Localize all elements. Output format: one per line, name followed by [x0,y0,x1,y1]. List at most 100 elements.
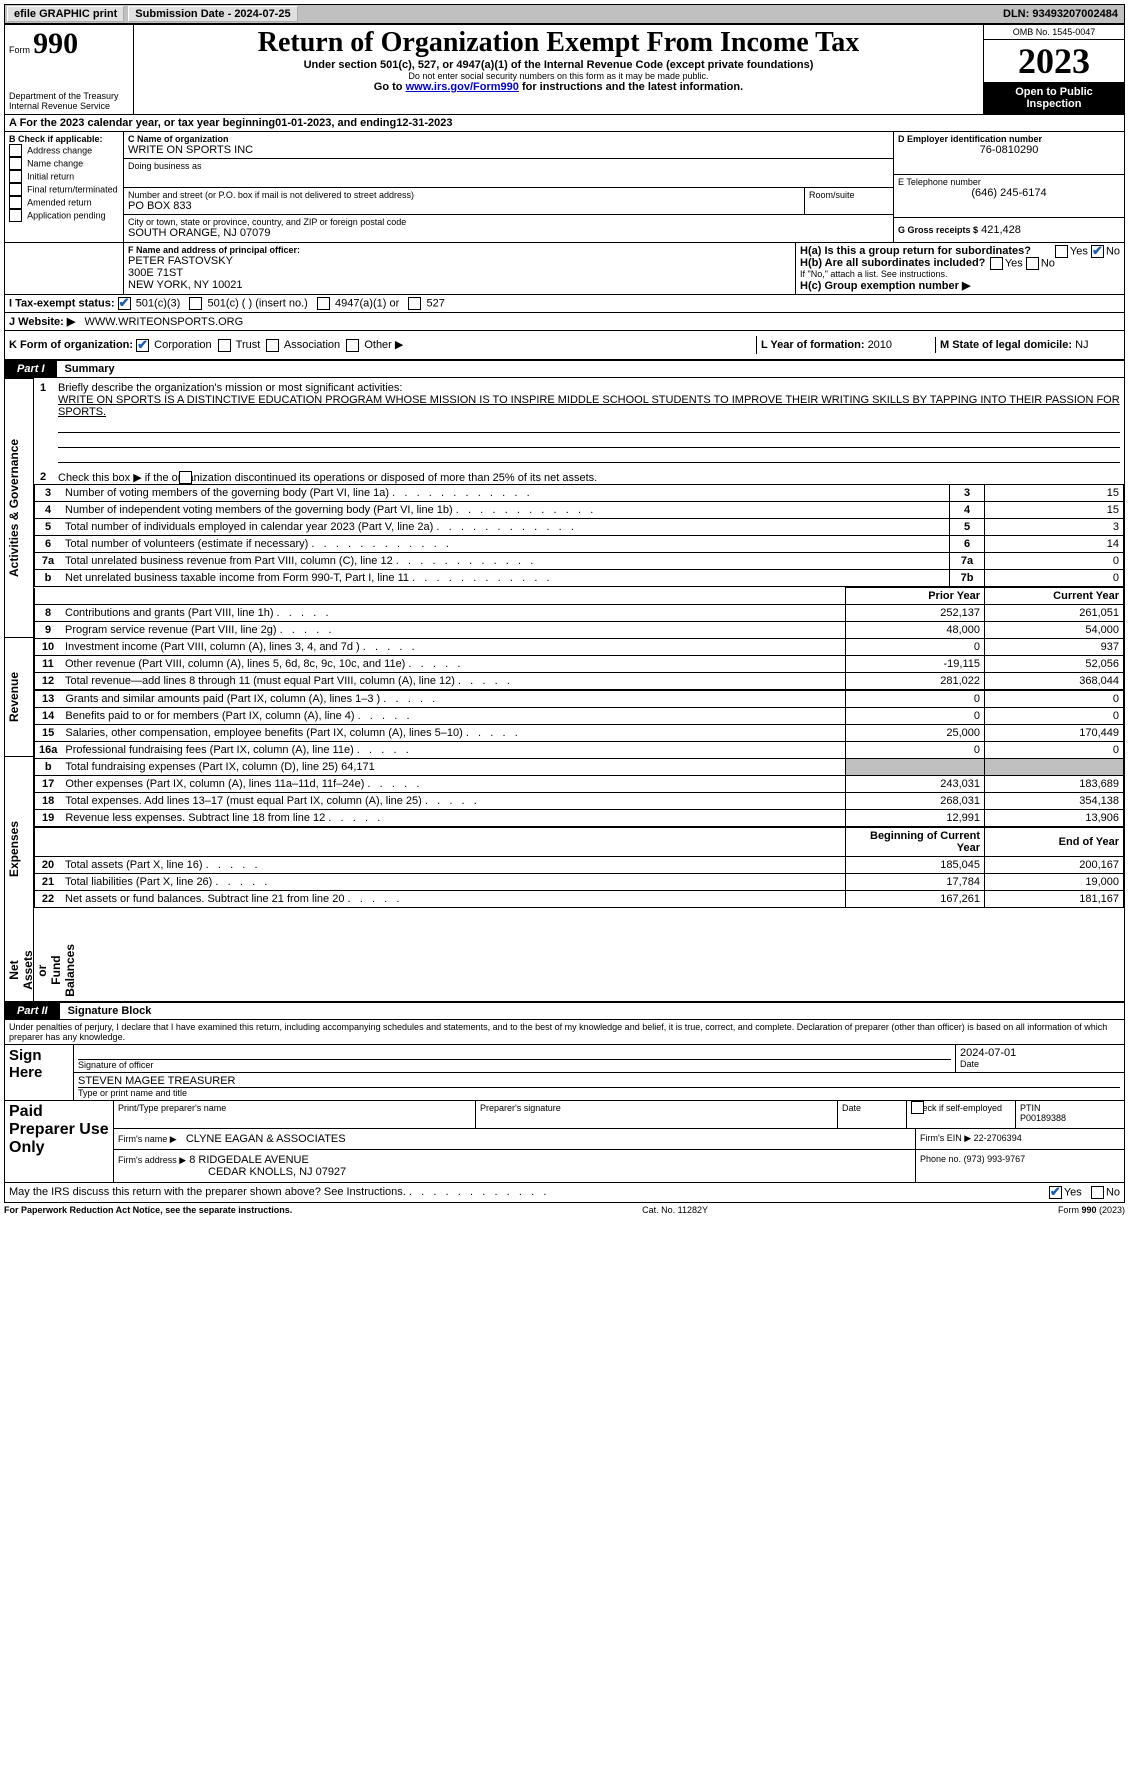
prior-val [846,759,985,776]
prior-val: 281,022 [846,673,985,690]
self-employed-checkbox[interactable] [911,1101,924,1114]
submission-date-button[interactable]: Submission Date - 2024-07-25 [128,6,297,22]
col-current: Current Year [985,588,1124,605]
current-val: 261,051 [985,605,1124,622]
boxb-label: Address change [27,145,92,155]
line-desc: Total number of individuals employed in … [61,519,950,536]
form-number: 990 [33,27,78,60]
officer-printed: STEVEN MAGEE TREASURER [78,1075,1120,1088]
col-begin: Beginning of Current Year [846,828,985,857]
irs-link[interactable]: www.irs.gov/Form990 [406,81,519,93]
box-d-label: D Employer identification number [898,134,1120,144]
boxb-checkbox[interactable] [9,183,22,196]
current-val: 52,056 [985,656,1124,673]
line-desc: Investment income (Part VIII, column (A)… [61,639,846,656]
ha-no-checkbox[interactable] [1091,245,1104,258]
goto-prefix: Go to [374,81,406,93]
current-val [985,759,1124,776]
line2-text: Check this box ▶ if the organization dis… [58,472,597,484]
current-val: 54,000 [985,622,1124,639]
boxb-label: Amended return [27,197,92,207]
boxb-label: Name change [27,158,83,168]
box-j-label: J Website: ▶ [9,316,75,328]
4947-checkbox[interactable] [317,297,330,310]
prep-date-label: Date [838,1101,907,1128]
subtitle: Under section 501(c), 527, or 4947(a)(1)… [138,59,979,71]
line-desc: Benefits paid to or for members (Part IX… [61,708,845,725]
top-toolbar: efile GRAPHIC print Submission Date - 20… [4,4,1125,24]
boxb-checkbox[interactable] [9,170,22,183]
line-desc: Net unrelated business taxable income fr… [61,570,950,587]
discuss-yes-checkbox[interactable] [1049,1186,1062,1199]
sign-date-label: Date [960,1059,1120,1069]
501c-checkbox[interactable] [189,297,202,310]
line-desc: Contributions and grants (Part VIII, lin… [61,605,846,622]
box-g-label: G Gross receipts $ [898,225,978,235]
prior-val: 0 [846,691,985,708]
lineno: 21 [35,874,62,891]
line-desc: Total liabilities (Part X, line 26) [61,874,846,891]
sig-officer-label: Signature of officer [78,1060,951,1070]
page-title: Return of Organization Exempt From Incom… [138,27,979,59]
boxb-checkbox[interactable] [9,209,22,222]
dots [406,1186,547,1199]
hc-label: H(c) Group exemption number ▶ [800,279,1120,292]
current-val: 170,449 [985,725,1124,742]
year-end: 12-31-2023 [396,117,452,129]
ha-yes-checkbox[interactable] [1055,245,1068,258]
hb-no-checkbox[interactable] [1026,257,1039,270]
boxb-checkbox[interactable] [9,196,22,209]
side-net: Net Assets or Fund Balances [5,940,33,1001]
line-boxno: 7b [950,570,985,587]
firm-ein: 22-2706394 [974,1133,1022,1143]
corp-checkbox[interactable] [136,339,149,352]
line-desc: Total unrelated business revenue from Pa… [61,553,950,570]
lineno: 3 [35,485,62,502]
lineno: b [35,759,62,776]
website-value: WWW.WRITEONSPORTS.ORG [85,316,244,328]
discuss-yes-label: Yes [1064,1186,1082,1198]
501c3-checkbox[interactable] [118,297,131,310]
efile-print-button[interactable]: efile GRAPHIC print [7,6,124,22]
part2-header: Part II Signature Block [4,1002,1125,1020]
line-val: 15 [985,485,1124,502]
current-val: 0 [985,742,1124,759]
line2-checkbox[interactable] [179,471,192,484]
prior-val: -19,115 [846,656,985,673]
lineno: 13 [35,691,62,708]
assoc-checkbox[interactable] [266,339,279,352]
527-checkbox[interactable] [408,297,421,310]
room-label: Room/suite [809,190,889,200]
boxb-checkbox[interactable] [9,157,22,170]
hb-yes-checkbox[interactable] [990,257,1003,270]
line-desc: Grants and similar amounts paid (Part IX… [61,691,845,708]
lineno: 7a [35,553,62,570]
boxb-checkbox[interactable] [9,144,22,157]
firm-name-label: Firm's name ▶ [118,1134,177,1144]
lineno: 16a [35,742,62,759]
line-desc: Professional fundraising fees (Part IX, … [61,742,845,759]
prior-val: 25,000 [846,725,985,742]
lineno: 8 [35,605,62,622]
line-val: 15 [985,502,1124,519]
ptin-label: PTIN [1020,1103,1120,1113]
domicile: NJ [1075,339,1088,351]
dept-treasury: Department of the Treasury Internal Reve… [9,91,129,111]
side-expenses: Expenses [5,756,33,940]
penalties-text: Under penalties of perjury, I declare th… [9,1022,1120,1042]
part1-tag: Part I [5,361,57,377]
line-val: 14 [985,536,1124,553]
ha-label: H(a) Is this a group return for subordin… [800,245,1031,257]
current-val: 354,138 [985,793,1124,810]
form-footer: Form 990 (2023) [1058,1205,1125,1215]
lineno: 17 [35,776,62,793]
trust-checkbox[interactable] [218,339,231,352]
discuss-no-checkbox[interactable] [1091,1186,1104,1199]
lineno: 19 [35,810,62,827]
boxb-label: Application pending [27,210,106,220]
501c-label: 501(c) ( ) (insert no.) [208,297,308,309]
line-desc: Salaries, other compensation, employee b… [61,725,845,742]
hb-note: If "No," attach a list. See instructions… [800,269,1120,279]
other-checkbox[interactable] [346,339,359,352]
boxb-label: Final return/terminated [27,184,118,194]
